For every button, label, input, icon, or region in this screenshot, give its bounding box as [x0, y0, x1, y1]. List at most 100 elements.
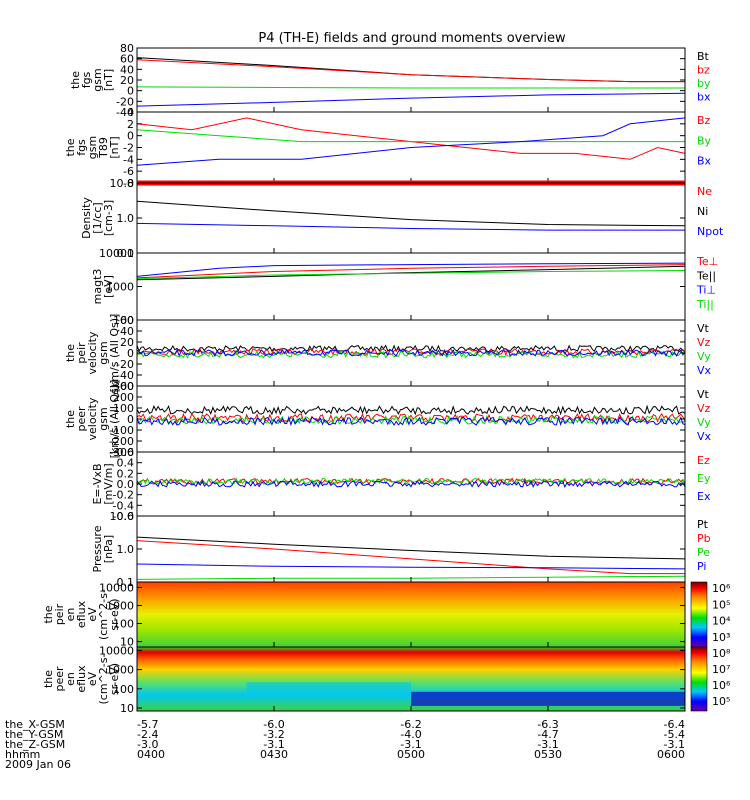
footer-tick-value: 0530	[534, 748, 562, 761]
y-tick-label: 80	[120, 42, 134, 55]
y-axis-label: gsm	[97, 341, 110, 364]
colorbar-label: 10⁶	[712, 679, 731, 692]
legend-label: Vx	[697, 364, 712, 377]
y-tick-label: 2	[127, 118, 134, 131]
legend-label: Vx	[697, 430, 712, 443]
y-axis-label: the	[64, 138, 77, 156]
y-tick-label: 1000	[106, 599, 134, 612]
y-tick-label: 1000	[106, 281, 134, 294]
y-axis-label: fgs	[75, 139, 88, 156]
y-tick-label: -0.4	[113, 499, 134, 512]
y-axis-label: gsm	[97, 407, 110, 430]
legend-label: Ne	[697, 185, 712, 198]
footer-row-label: the_Z-GSM	[5, 738, 65, 751]
y-tick-label: 20	[120, 74, 134, 87]
y-tick-label: -200	[109, 435, 134, 448]
y-tick-label: 40	[120, 63, 134, 76]
y-tick-label: 0.0	[117, 478, 135, 491]
y-axis-label: eV	[86, 671, 99, 686]
legend-label: Vt	[697, 322, 710, 335]
footer-row-label: the_Y-GSM	[5, 728, 63, 741]
y-axis-label: the	[64, 344, 77, 362]
y-tick-label: 300	[113, 380, 134, 393]
footer-row-label: 2009 Jan 06	[5, 758, 71, 771]
footer-row-label: hhmm	[5, 748, 40, 761]
series-line-ni	[136, 200, 686, 227]
y-tick-label: 200	[113, 391, 134, 404]
panel-frame	[136, 182, 686, 254]
legend-label: bx	[697, 91, 711, 104]
legend-label: Bt	[697, 50, 710, 63]
legend-label: By	[697, 134, 712, 147]
legend-label: Ni	[697, 205, 708, 218]
y-tick-label: -0.6	[113, 510, 134, 523]
y-axis-label: eflux	[75, 600, 88, 628]
y-tick-label: 10000	[99, 581, 134, 594]
y-tick-label: 0	[127, 130, 134, 143]
colorbar-label: 10⁶	[712, 582, 731, 595]
y-tick-label: 0	[127, 413, 134, 426]
y-tick-label: 0.6	[117, 446, 135, 459]
y-tick-label: -4	[123, 153, 134, 166]
y-tick-label: 0	[127, 85, 134, 98]
y-axis-label: en	[64, 672, 77, 686]
series-line-ti--	[136, 270, 686, 280]
y-tick-label: -100	[109, 424, 134, 437]
y-axis-label: the	[64, 410, 77, 428]
legend-label: Ti||	[696, 298, 714, 311]
y-axis-label: en	[64, 608, 77, 622]
y-tick-label: -20	[116, 95, 134, 108]
series-line-vx	[136, 415, 686, 427]
y-tick-label: 10.0	[110, 510, 135, 523]
legend-label: Ey	[697, 472, 711, 485]
series-line-te-	[136, 264, 686, 279]
panel-frame	[136, 451, 686, 517]
series-line-vt	[136, 404, 686, 416]
legend-label: Bx	[697, 155, 712, 168]
legend-label: Ez	[697, 454, 710, 467]
footer-tick-value: -3.1	[400, 738, 421, 751]
legend-label: Vy	[697, 416, 711, 429]
legend-label: Vt	[697, 388, 710, 401]
y-axis-label: [km/s (All Qs)]	[108, 314, 121, 393]
y-tick-label: 1000	[106, 664, 134, 677]
y-axis-label: [nPa]	[102, 535, 115, 563]
legend-label: Ti⊥	[696, 284, 716, 297]
y-axis-label: peir	[53, 603, 66, 625]
legend-label: Pi	[697, 560, 706, 573]
y-axis-label: magt3	[91, 269, 104, 305]
footer-tick-value: -6.3	[537, 718, 558, 731]
y-tick-label: -40	[116, 106, 134, 119]
colorbar-2: 10⁸ 10⁷ 10⁶ 10⁵	[690, 646, 731, 712]
series-line-pi	[136, 563, 686, 570]
y-axis-label: peer	[53, 666, 66, 692]
panel-frame	[136, 47, 686, 113]
footer-tick-value: -3.1	[263, 738, 284, 751]
legend-label: Npot	[697, 225, 724, 238]
y-tick-label: 0.2	[117, 467, 135, 480]
footer-tick-value: -5.4	[664, 728, 685, 741]
y-axis-label: [nT]	[102, 69, 115, 91]
spectrogram-low-flux-region	[411, 691, 685, 706]
y-tick-label: -300	[109, 446, 134, 459]
panel-4: Te⊥Te|| Ti⊥Ti|| 10000 1000 100 magt3[eV]	[91, 247, 718, 327]
y-axis-label: [mV/m]	[102, 463, 115, 504]
legend-label: Pe	[697, 546, 710, 559]
panel-10: 10⁸ 10⁷ 10⁶ 10⁵ 10000 1000 100 10 thepeereneflux…	[42, 644, 731, 715]
legend-label: Pt	[697, 518, 709, 531]
y-axis-label: [cm-3]	[102, 200, 115, 236]
footer-tick-value: -6.4	[664, 718, 685, 731]
legend-label: Vy	[697, 350, 711, 363]
y-tick-label: -2	[123, 142, 134, 155]
spectrogram	[137, 582, 685, 647]
y-tick-label: 1.0	[117, 543, 135, 556]
footer-tick-value: -3.1	[537, 738, 558, 751]
y-tick-label: 0.1	[117, 247, 135, 260]
legend-label: bz	[697, 64, 710, 77]
panel-7: Ez Ey Ex 0.60.40.20.0-0.2-0.4-0.6 E=-VxB[mV/…	[91, 446, 711, 523]
series-line-ti-	[136, 262, 686, 277]
